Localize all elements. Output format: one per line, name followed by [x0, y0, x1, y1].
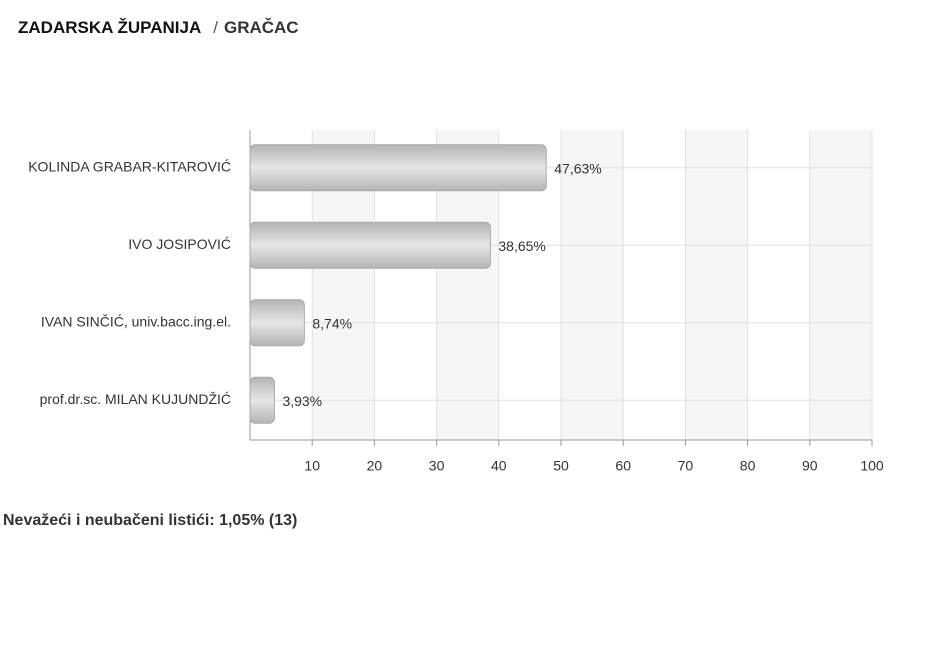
- x-tick-label: 50: [553, 458, 569, 474]
- separator: /: [213, 18, 218, 37]
- x-tick-label: 40: [491, 458, 507, 474]
- bar: [249, 299, 305, 347]
- chart: 10 20 30 40 50 60 70 80 90 100 KOLINDA GRABAR-KITA…: [28, 130, 884, 474]
- x-tick-label: 30: [429, 458, 445, 474]
- category-label: IVAN SINČIĆ, univ.bacc.ing.el.: [41, 313, 231, 329]
- x-tick-label: 80: [740, 458, 756, 474]
- grid-band: [561, 130, 624, 440]
- x-tick-label: 60: [615, 458, 631, 474]
- x-tick-label: 90: [802, 458, 818, 474]
- bar: [249, 221, 491, 269]
- invalid-ballots-note: Nevažeći i neubačeni listići: 1,05% (13): [3, 512, 298, 529]
- category-label: prof.dr.sc. MILAN KUJUNDŽIĆ: [40, 391, 231, 407]
- bar: [249, 144, 547, 192]
- grid-band: [685, 130, 748, 440]
- value-label: 3,93%: [282, 393, 322, 409]
- value-label: 38,65%: [498, 238, 545, 254]
- category-label: IVO JOSIPOVIĆ: [128, 236, 231, 252]
- bar: [249, 376, 275, 424]
- place: GRAČAC: [223, 18, 299, 37]
- x-tick-label: 70: [678, 458, 694, 474]
- x-tick-label: 10: [304, 458, 320, 474]
- region[interactable]: ZADARSKA ŽUPANIJA: [18, 18, 202, 37]
- x-tick-label: 100: [860, 458, 884, 474]
- x-tick-label: 20: [367, 458, 383, 474]
- value-label: 47,63%: [554, 160, 601, 176]
- grid-band: [809, 130, 872, 440]
- value-label: 8,74%: [312, 315, 352, 331]
- category-label: KOLINDA GRABAR-KITAROVIĆ: [28, 158, 231, 174]
- breadcrumb: ZADARSKA ŽUPANIJA / GRAČAC: [18, 18, 299, 38]
